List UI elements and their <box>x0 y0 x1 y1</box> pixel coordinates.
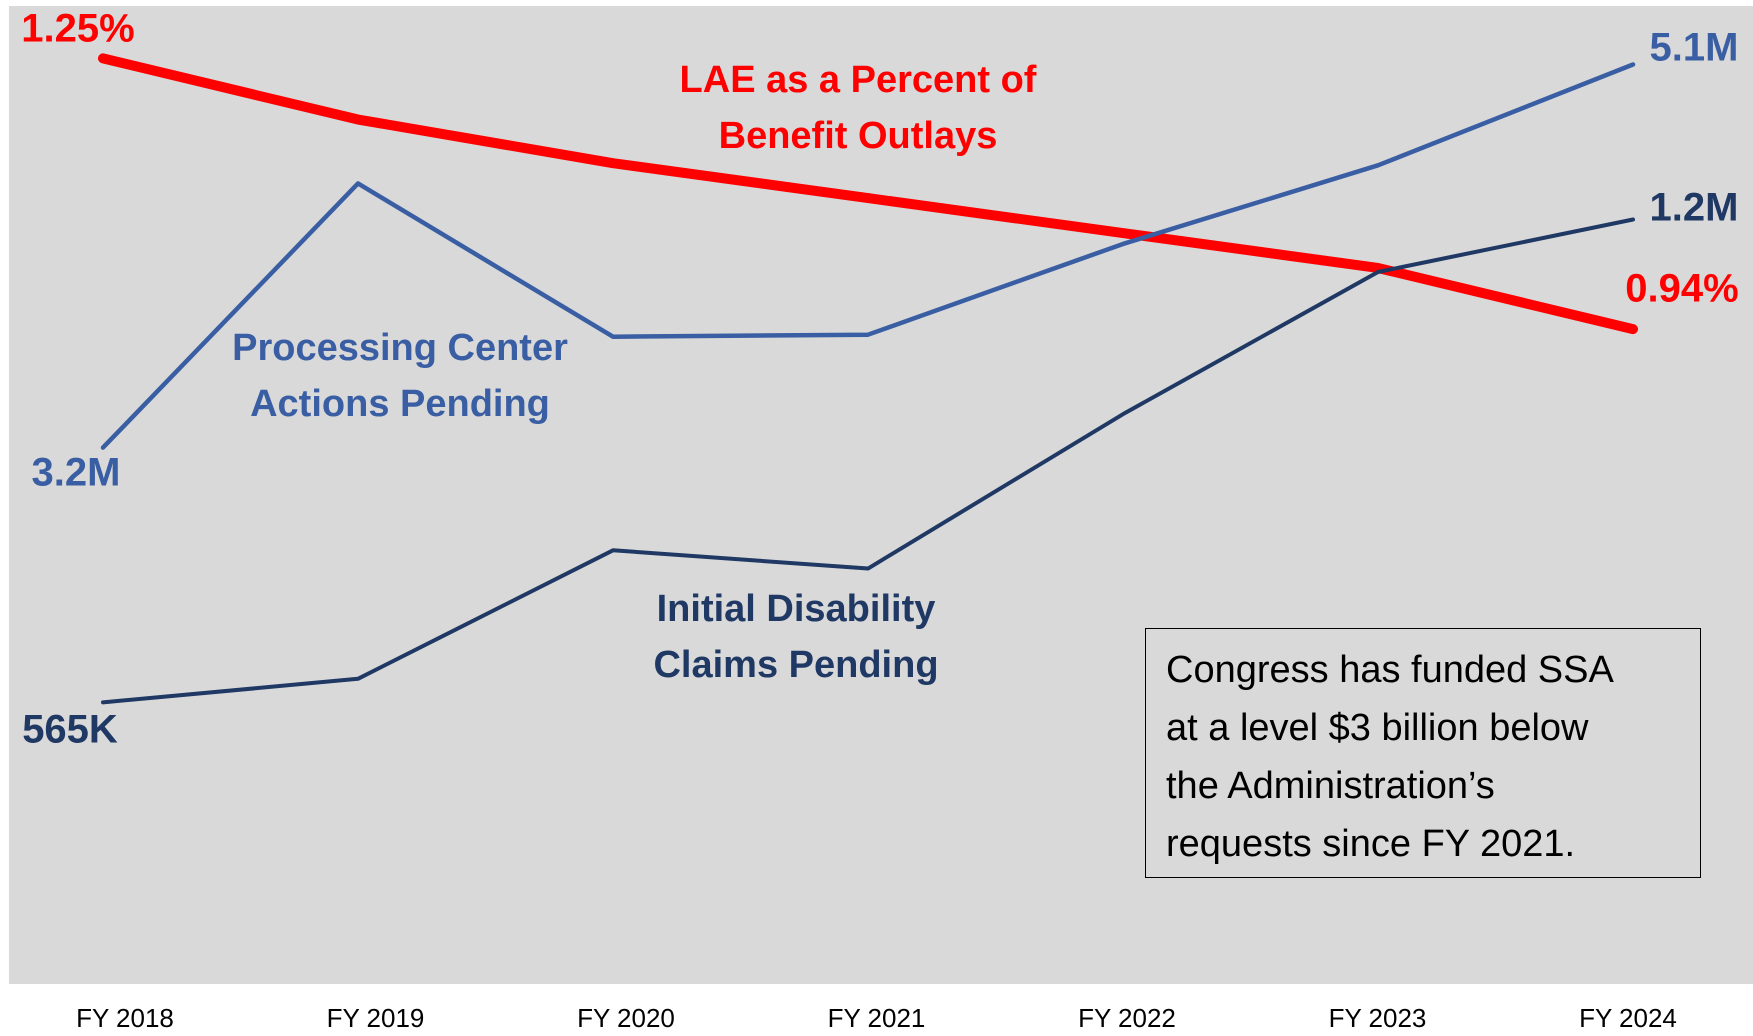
data-label: 3.2M <box>32 451 121 495</box>
annotation-box: Congress has funded SSA at a level $3 bi… <box>1145 628 1701 878</box>
data-label: 565K <box>22 708 118 752</box>
x-tick-label: FY 2021 <box>828 1003 926 1033</box>
x-tick-label: FY 2024 <box>1579 1003 1677 1033</box>
series-label: Processing Center Actions Pending <box>232 327 568 425</box>
series-line <box>100 62 1636 450</box>
series-line <box>101 217 1635 705</box>
data-label: 5.1M <box>1650 26 1739 70</box>
series-line <box>98 53 1638 335</box>
x-tick-label: FY 2018 <box>76 1003 174 1033</box>
data-label: 1.25% <box>21 7 134 51</box>
data-label: 0.94% <box>1625 267 1738 311</box>
series-label: Initial Disability Claims Pending <box>653 588 939 686</box>
x-tick-label: FY 2020 <box>577 1003 675 1033</box>
x-tick-label: FY 2019 <box>327 1003 425 1033</box>
series-label: LAE as a Percent of Benefit Outlays <box>679 59 1037 157</box>
x-tick-label: FY 2023 <box>1329 1003 1427 1033</box>
x-tick-label: FY 2022 <box>1078 1003 1176 1033</box>
data-label: 1.2M <box>1650 186 1739 230</box>
